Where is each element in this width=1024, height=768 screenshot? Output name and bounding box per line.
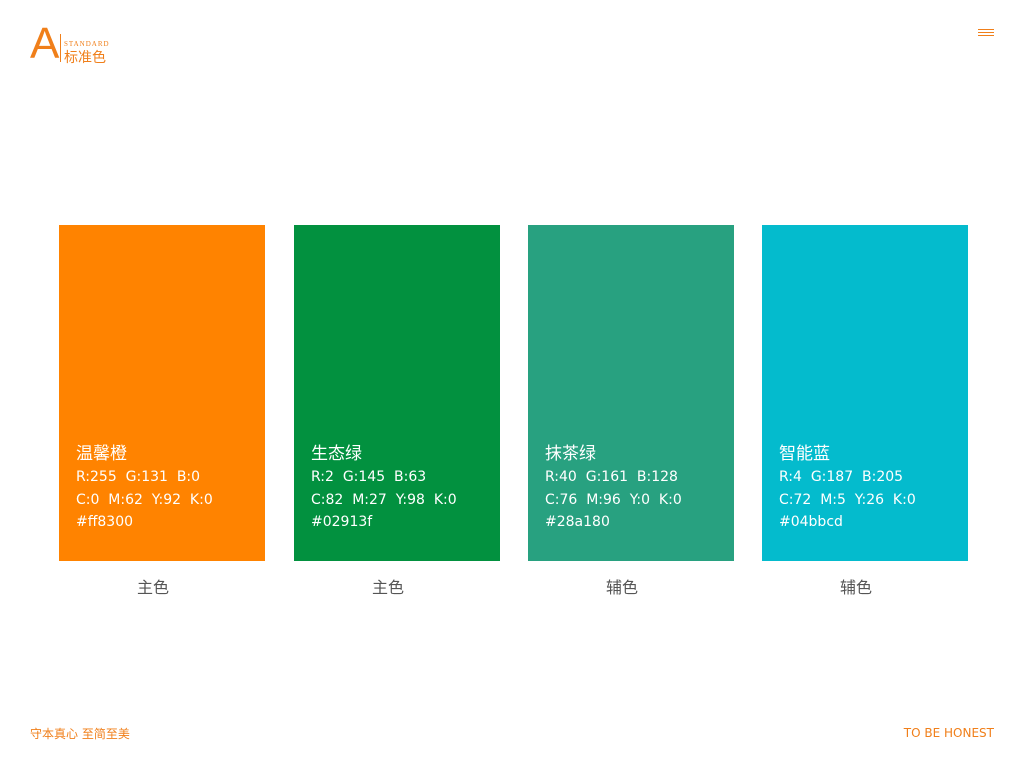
footer-slogan: 守本真心 至简至美 bbox=[30, 727, 130, 741]
logo-word: STANDARD bbox=[64, 40, 110, 48]
logo-divider bbox=[60, 34, 61, 62]
swatch-label: 辅色 bbox=[605, 578, 638, 597]
color-swatch: 温馨橙 R:255 G:131 B:0 C:0 M:62 Y:92 K:0 #ff83… bbox=[59, 225, 265, 561]
logo-letter: A bbox=[30, 19, 60, 68]
rgb-values: R:40 G:161 B:128 bbox=[545, 469, 678, 485]
color-name: 生态绿 bbox=[311, 444, 362, 464]
color-swatch: 生态绿 R:2 G:145 B:63 C:82 M:27 Y:98 K:0 #0291… bbox=[294, 225, 500, 561]
color-name: 温馨橙 bbox=[76, 444, 127, 464]
color-swatch: 抹茶绿 R:40 G:161 B:128 C:76 M:96 Y:0 K:0 #28a… bbox=[528, 225, 734, 561]
menu-button[interactable] bbox=[978, 29, 994, 38]
swatch-label: 主色 bbox=[371, 578, 404, 597]
rgb-values: R:4 G:187 B:205 bbox=[779, 469, 904, 485]
logo-title: 标准色 bbox=[64, 50, 106, 66]
hex-value: #28a180 bbox=[545, 514, 610, 530]
rgb-values: R:2 G:145 B:63 bbox=[311, 469, 427, 485]
cmyk-values: C:0 M:62 Y:92 K:0 bbox=[76, 492, 213, 508]
hex-value: #02913f bbox=[311, 514, 373, 530]
footer-motto: TO BE HONEST bbox=[903, 726, 994, 740]
color-swatch: 智能蓝 R:4 G:187 B:205 C:72 M:5 Y:26 K:0 #04bb… bbox=[762, 225, 968, 561]
color-name: 智能蓝 bbox=[779, 444, 830, 464]
cmyk-values: C:82 M:27 Y:98 K:0 bbox=[311, 492, 457, 508]
cmyk-values: C:76 M:96 Y:0 K:0 bbox=[545, 492, 682, 508]
hex-value: #ff8300 bbox=[76, 514, 134, 530]
hex-value: #04bbcd bbox=[779, 514, 843, 530]
rgb-values: R:255 G:131 B:0 bbox=[76, 469, 201, 485]
cmyk-values: C:72 M:5 Y:26 K:0 bbox=[779, 492, 916, 508]
color-name: 抹茶绿 bbox=[545, 444, 596, 464]
swatch-label: 主色 bbox=[136, 578, 169, 597]
swatch-label: 辅色 bbox=[839, 578, 872, 597]
